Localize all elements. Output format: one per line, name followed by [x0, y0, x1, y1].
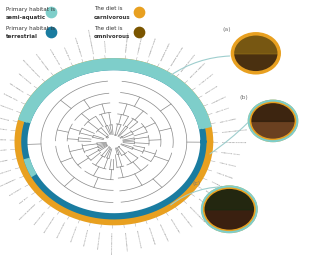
- Text: Neovison vison: Neovison vison: [34, 211, 46, 225]
- Circle shape: [203, 187, 256, 231]
- Text: Lontra longicaudis: Lontra longicaudis: [36, 53, 49, 70]
- Text: Poecilogale albinucha: Poecilogale albinucha: [222, 142, 246, 143]
- Text: Aonyx capensis: Aonyx capensis: [9, 82, 24, 93]
- Text: Mustela strigidorsa: Mustela strigidorsa: [189, 206, 205, 222]
- Text: Mephitis mephitis: Mephitis mephitis: [125, 32, 129, 52]
- Text: Taxidea taxus: Taxidea taxus: [211, 96, 226, 103]
- Point: [136, 30, 141, 34]
- Text: Mustela altaica: Mustela altaica: [84, 229, 89, 246]
- Text: Gulo gulo: Gulo gulo: [19, 196, 28, 204]
- Text: Lyncodon patagonicus: Lyncodon patagonicus: [222, 129, 246, 133]
- Text: Mustela frenata: Mustela frenata: [57, 222, 66, 238]
- Text: Martes foina: Martes foina: [0, 169, 11, 175]
- Text: Mustela lutreola: Mustela lutreola: [136, 230, 141, 248]
- Text: Lontra canadensis: Lontra canadensis: [74, 36, 81, 56]
- Text: Melogale personata: Melogale personata: [171, 47, 184, 66]
- Text: Lontra felina: Lontra felina: [63, 47, 70, 60]
- Point: [49, 30, 54, 34]
- Text: The diet is: The diet is: [94, 6, 122, 11]
- Text: Conepatus leuconotus: Conepatus leuconotus: [138, 29, 144, 54]
- Text: Aonyx cinereus: Aonyx cinereus: [17, 73, 31, 84]
- Text: Mustela erminea: Mustela erminea: [44, 217, 56, 233]
- Text: Lutrogale perspicillata: Lutrogale perspicillata: [87, 29, 93, 53]
- Text: Mustela itatsi: Mustela itatsi: [197, 198, 210, 209]
- Text: Eira barbara: Eira barbara: [9, 188, 22, 196]
- Text: Poecilictis libyca: Poecilictis libyca: [221, 152, 240, 155]
- Text: Martes americana: Martes americana: [0, 114, 9, 120]
- Text: (a): (a): [222, 28, 231, 32]
- Text: Arctonyx collaris: Arctonyx collaris: [198, 74, 214, 86]
- Text: omnivorous: omnivorous: [94, 34, 130, 39]
- Text: Neovison macrodon: Neovison macrodon: [20, 204, 37, 220]
- Text: Galictis cuja: Galictis cuja: [216, 107, 229, 113]
- Text: Mustela kathiah: Mustela kathiah: [180, 212, 192, 227]
- Circle shape: [250, 101, 296, 140]
- Text: Mustela eversmanii: Mustela eversmanii: [112, 232, 113, 254]
- Text: Martes melampus: Martes melampus: [0, 139, 6, 141]
- Text: Pteronura brasiliensis: Pteronura brasiliensis: [22, 59, 40, 77]
- Text: Mustela sibirica: Mustela sibirica: [98, 231, 101, 249]
- Text: Melogale moschata: Melogale moschata: [181, 54, 196, 72]
- Text: terrestrial: terrestrial: [6, 34, 38, 39]
- Text: Mustela nudipes: Mustela nudipes: [148, 227, 155, 245]
- Text: (b): (b): [239, 95, 248, 100]
- Text: Ictonyx striatus: Ictonyx striatus: [216, 172, 232, 179]
- Text: Mustela africana: Mustela africana: [159, 223, 168, 240]
- Circle shape: [232, 34, 279, 73]
- Text: Conepatus chinga: Conepatus chinga: [149, 37, 157, 57]
- Text: carnivorous: carnivorous: [94, 15, 130, 20]
- Text: Martes martes: Martes martes: [0, 160, 8, 164]
- Text: Primary habitat is: Primary habitat is: [6, 6, 55, 11]
- Text: Melogale everetti: Melogale everetti: [160, 43, 170, 61]
- Text: Primary habitat is: Primary habitat is: [6, 26, 55, 31]
- Text: Mustela putorius: Mustela putorius: [124, 231, 127, 250]
- Text: Enhydra lutris: Enhydra lutris: [3, 93, 18, 101]
- Text: Vormela peregusna: Vormela peregusna: [211, 181, 231, 192]
- Text: Martes gwatkinsii: Martes gwatkinsii: [0, 179, 16, 188]
- Point: [49, 10, 54, 14]
- Text: Hydrictis maculicollis: Hydrictis maculicollis: [0, 101, 13, 111]
- Text: Mustela nigripes: Mustela nigripes: [205, 190, 221, 201]
- Text: Mustela felipei: Mustela felipei: [170, 218, 180, 233]
- Point: [136, 10, 141, 14]
- Text: Ictonyx libycus: Ictonyx libycus: [219, 162, 236, 167]
- Text: Galictis vittata: Galictis vittata: [219, 118, 236, 123]
- Text: semi-aquatic: semi-aquatic: [6, 15, 46, 20]
- Text: The diet is: The diet is: [94, 26, 122, 31]
- Text: Martes zibellina: Martes zibellina: [0, 150, 6, 152]
- Text: Lutra lutra: Lutra lutra: [103, 40, 105, 52]
- Text: Mustela nivalis: Mustela nivalis: [71, 226, 77, 242]
- Text: Lontra provocax: Lontra provocax: [48, 48, 59, 64]
- Text: Mellivora capensis: Mellivora capensis: [190, 63, 206, 79]
- Text: Meles meles: Meles meles: [206, 86, 218, 94]
- Text: (c): (c): [193, 181, 201, 186]
- Text: Martes pennanti: Martes pennanti: [0, 127, 7, 131]
